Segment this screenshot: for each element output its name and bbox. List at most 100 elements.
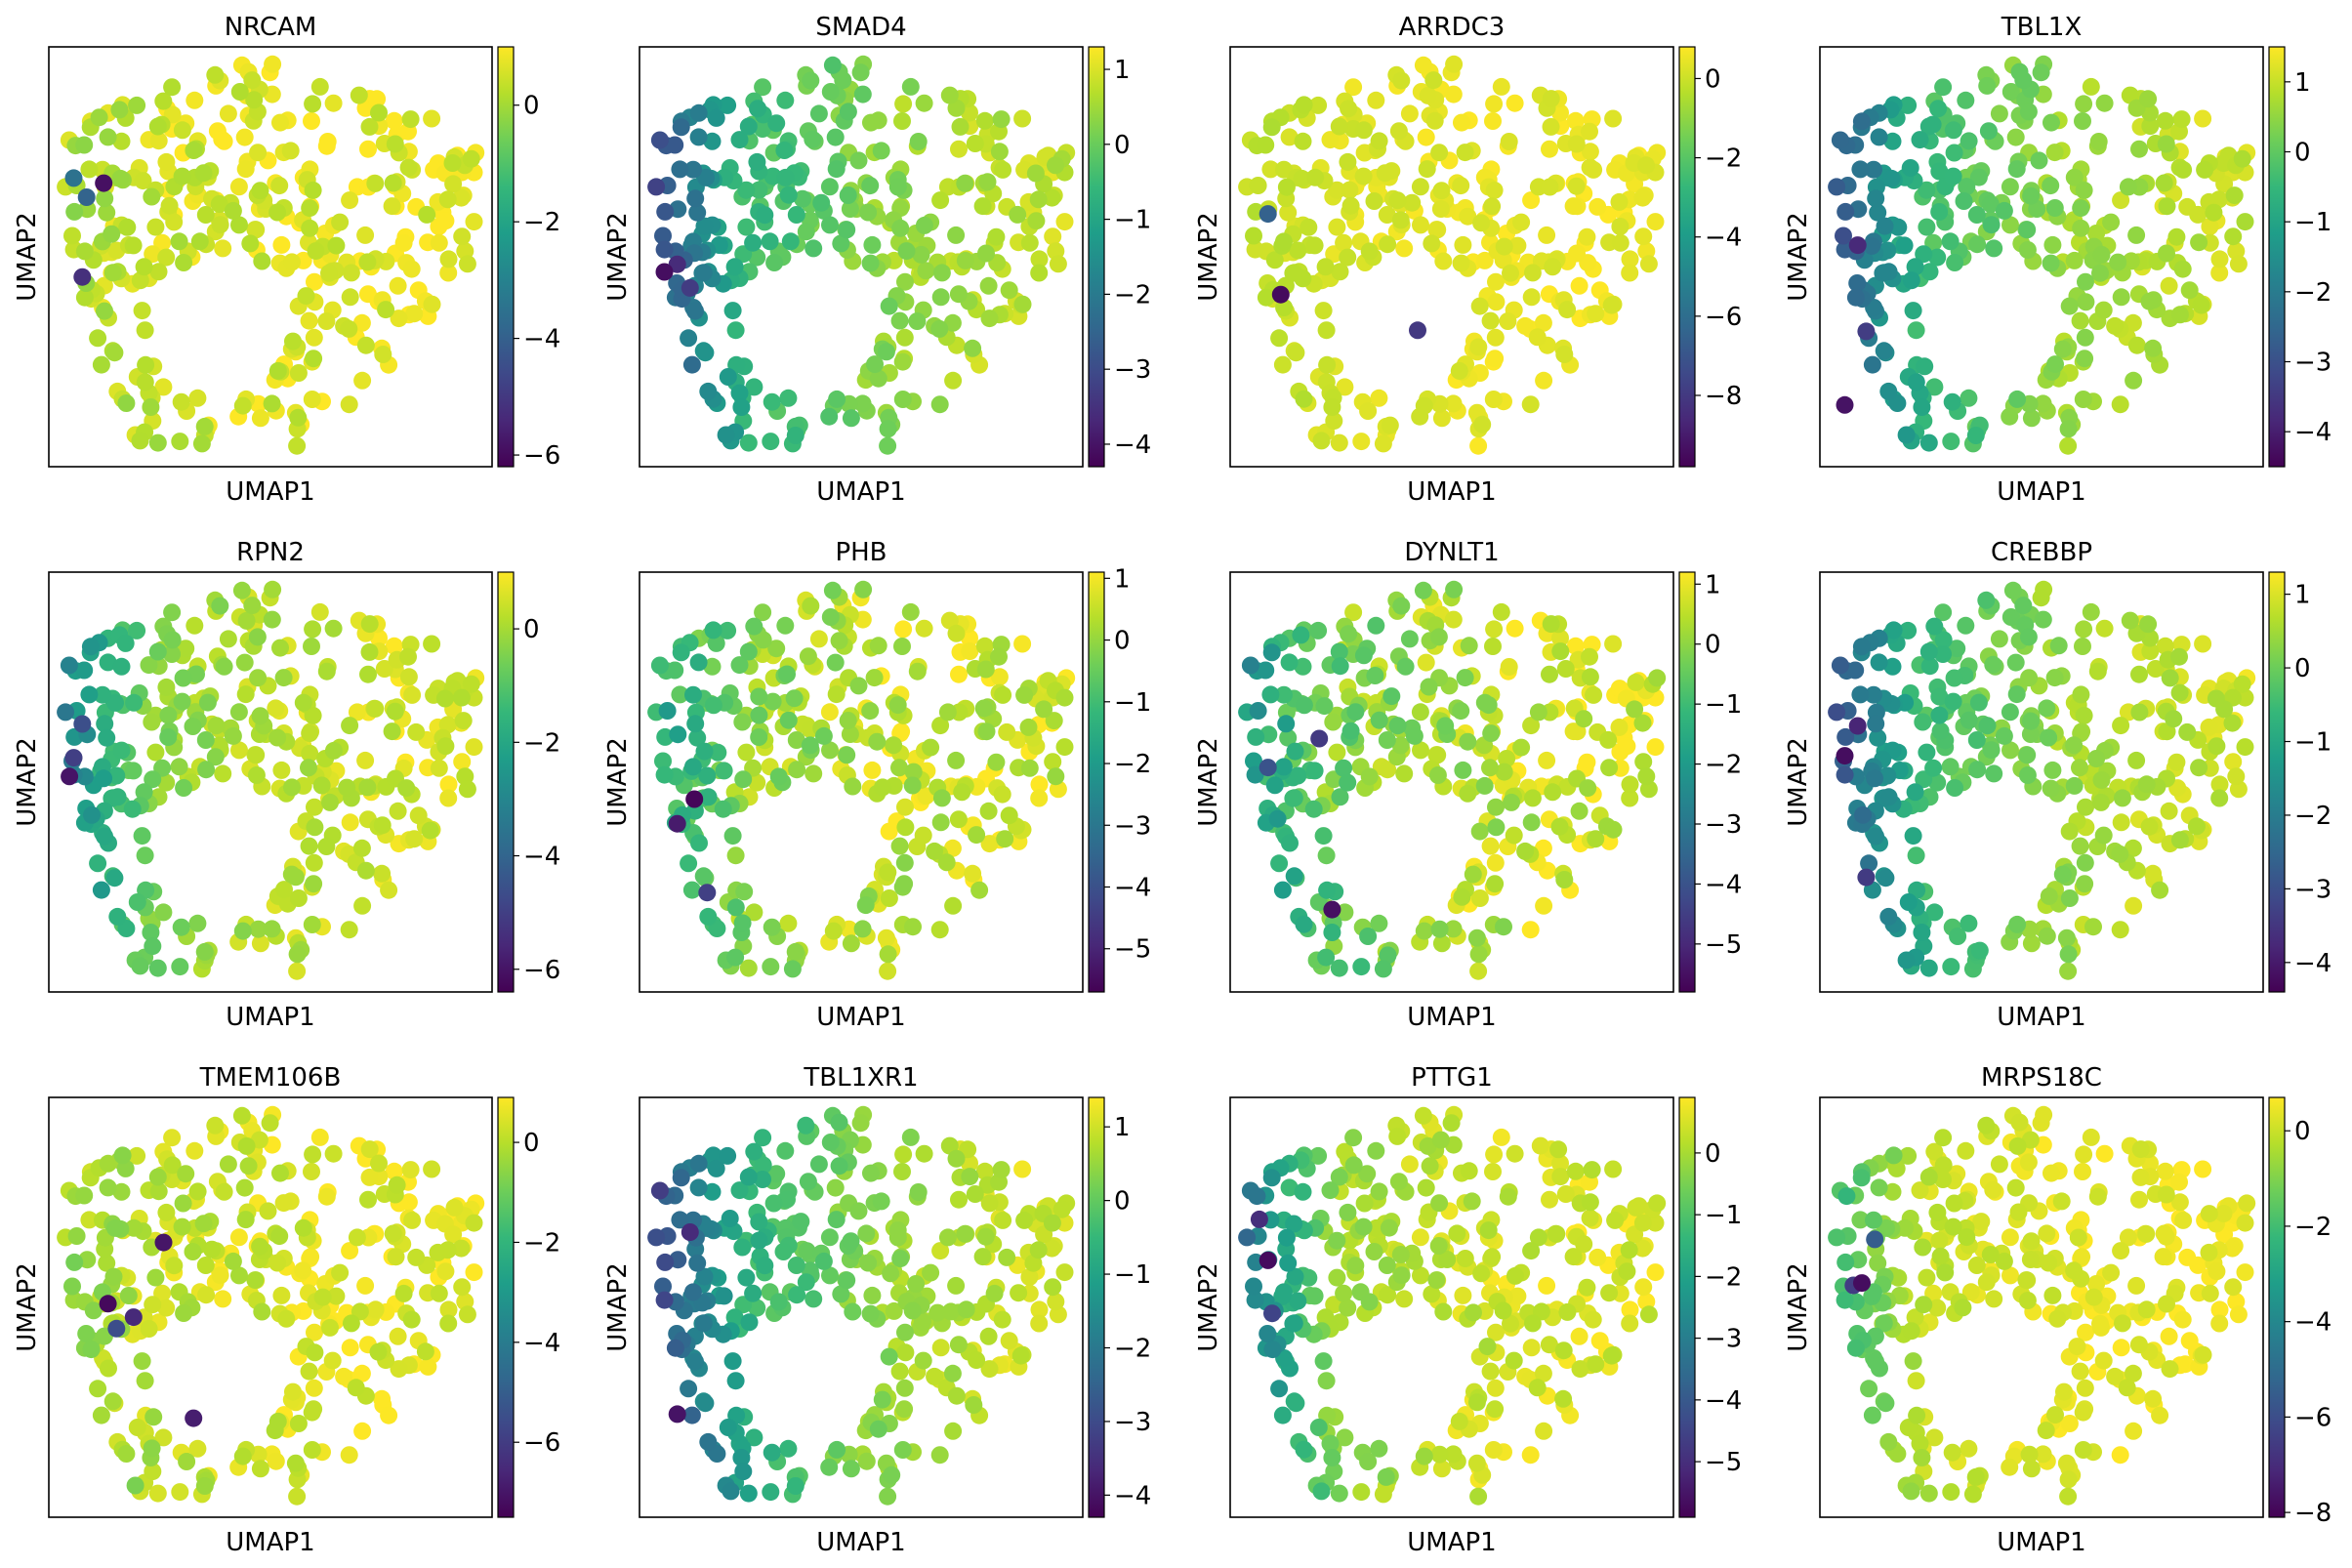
data-point <box>1245 1277 1262 1296</box>
data-point <box>1380 1218 1398 1237</box>
data-point <box>2087 1275 2106 1293</box>
data-point <box>1247 727 1265 746</box>
data-point <box>283 778 301 797</box>
colorbar-tick-label: −1 <box>2294 728 2331 758</box>
plot-frame <box>639 46 1084 468</box>
data-point <box>99 128 117 146</box>
data-point <box>289 889 308 907</box>
data-point <box>2170 306 2189 324</box>
data-point <box>821 608 840 626</box>
data-point <box>1837 1187 1856 1206</box>
data-point <box>1281 834 1299 852</box>
data-point <box>987 227 1006 246</box>
data-point <box>146 1268 165 1287</box>
data-point <box>163 78 182 97</box>
data-point <box>1444 920 1463 938</box>
data-point <box>2140 292 2159 310</box>
colorbar <box>497 571 515 993</box>
y-axis-label: UMAP2 <box>13 737 42 826</box>
data-point <box>261 1114 279 1133</box>
data-point <box>1918 1268 1936 1287</box>
data-point <box>135 258 153 276</box>
data-point <box>203 1240 221 1259</box>
data-point <box>940 86 959 104</box>
data-point <box>1948 640 1966 658</box>
data-point <box>423 635 441 653</box>
data-point <box>2130 1190 2148 1209</box>
data-point <box>83 805 101 824</box>
data-point <box>1583 1161 1601 1179</box>
data-point <box>2007 685 2026 704</box>
data-point <box>2118 1379 2136 1397</box>
data-point <box>301 724 319 743</box>
panel-title: TBL1X <box>2001 13 2083 42</box>
data-point <box>2109 253 2127 271</box>
data-point <box>1377 1467 1395 1486</box>
data-point <box>1421 1157 1439 1176</box>
data-point <box>1551 103 1569 122</box>
data-point <box>1547 1224 1566 1243</box>
data-point <box>744 1284 763 1302</box>
data-point <box>2059 962 2078 980</box>
data-point <box>389 1327 407 1345</box>
data-point <box>1836 727 1855 746</box>
data-point <box>1946 779 1964 797</box>
data-point <box>1610 718 1629 736</box>
data-point <box>1352 1483 1371 1502</box>
colorbar-tick-label: 1 <box>2294 68 2311 98</box>
data-point <box>805 1290 823 1308</box>
data-point <box>340 1446 358 1465</box>
data-point <box>1293 169 1311 187</box>
data-point <box>356 751 375 769</box>
colorbar-tick-label: −2 <box>1114 1334 1151 1363</box>
data-point <box>1374 960 1392 978</box>
data-point <box>775 142 794 159</box>
data-point <box>159 728 178 746</box>
data-point <box>750 1231 768 1250</box>
data-point <box>739 1168 758 1186</box>
data-point <box>1587 830 1605 848</box>
data-point <box>303 1163 320 1180</box>
plot-frame <box>639 571 1084 993</box>
data-point <box>1899 621 1918 640</box>
data-point <box>1346 703 1365 722</box>
data-point <box>1431 200 1450 218</box>
data-point <box>872 142 890 160</box>
data-point <box>1936 1263 1955 1282</box>
data-point <box>2043 761 2062 779</box>
plot-frame <box>48 46 493 468</box>
data-point <box>173 167 191 186</box>
data-point <box>1495 237 1513 256</box>
data-point <box>949 810 968 829</box>
data-point <box>1367 91 1385 109</box>
data-point <box>1486 350 1505 368</box>
data-point <box>2077 272 2094 291</box>
colorbar-tick-label: 0 <box>1705 1139 1721 1169</box>
data-point <box>172 918 190 936</box>
data-point <box>1942 433 1960 451</box>
data-point <box>1502 264 1519 282</box>
data-point <box>1335 233 1353 252</box>
data-point <box>134 172 152 190</box>
data-point <box>2223 714 2242 732</box>
data-point <box>891 1250 910 1268</box>
data-point <box>739 642 758 661</box>
data-point <box>2094 826 2113 845</box>
data-point <box>1331 657 1349 676</box>
data-point <box>849 677 868 695</box>
data-point <box>968 1351 986 1370</box>
data-point <box>750 1213 768 1231</box>
data-point <box>2088 662 2107 681</box>
data-point <box>1249 702 1267 720</box>
data-point <box>2151 881 2169 899</box>
colorbar-tick-label: 1 <box>1705 570 1721 599</box>
data-point <box>1972 1213 1991 1231</box>
data-point <box>2192 296 2210 314</box>
data-point <box>1863 1406 1881 1424</box>
data-point <box>1523 264 1542 282</box>
data-point <box>1913 398 1931 416</box>
data-point <box>149 1182 168 1201</box>
data-point <box>723 827 742 846</box>
data-point <box>895 1379 914 1397</box>
